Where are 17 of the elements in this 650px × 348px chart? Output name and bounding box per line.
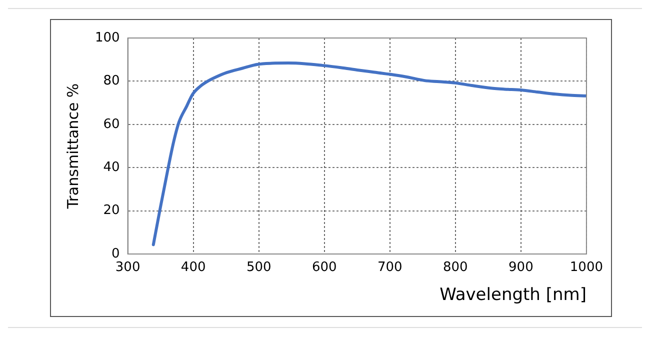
- x-tick-label: 400: [180, 260, 206, 276]
- x-tick-label: 700: [377, 260, 402, 276]
- y-tick-label: 100: [94, 30, 120, 46]
- y-tick-label: 80: [103, 74, 120, 89]
- x-tick-label: 300: [115, 260, 140, 276]
- y-tick-label: 60: [103, 116, 120, 132]
- y-tick-label: 0: [112, 246, 120, 262]
- x-tick-label: 1000: [570, 260, 604, 276]
- x-tick-label: 600: [312, 260, 337, 276]
- x-axis-title: Wavelength [nm]: [440, 285, 586, 306]
- x-tick-label: 500: [246, 260, 272, 276]
- x-tick-label: 900: [508, 260, 534, 276]
- y-axis-title: Transmittance %: [64, 83, 82, 210]
- y-tick-label: 40: [103, 160, 120, 175]
- line-series: [152, 62, 586, 246]
- y-tick-label: 20: [103, 203, 120, 218]
- x-tick-label: 800: [443, 260, 468, 276]
